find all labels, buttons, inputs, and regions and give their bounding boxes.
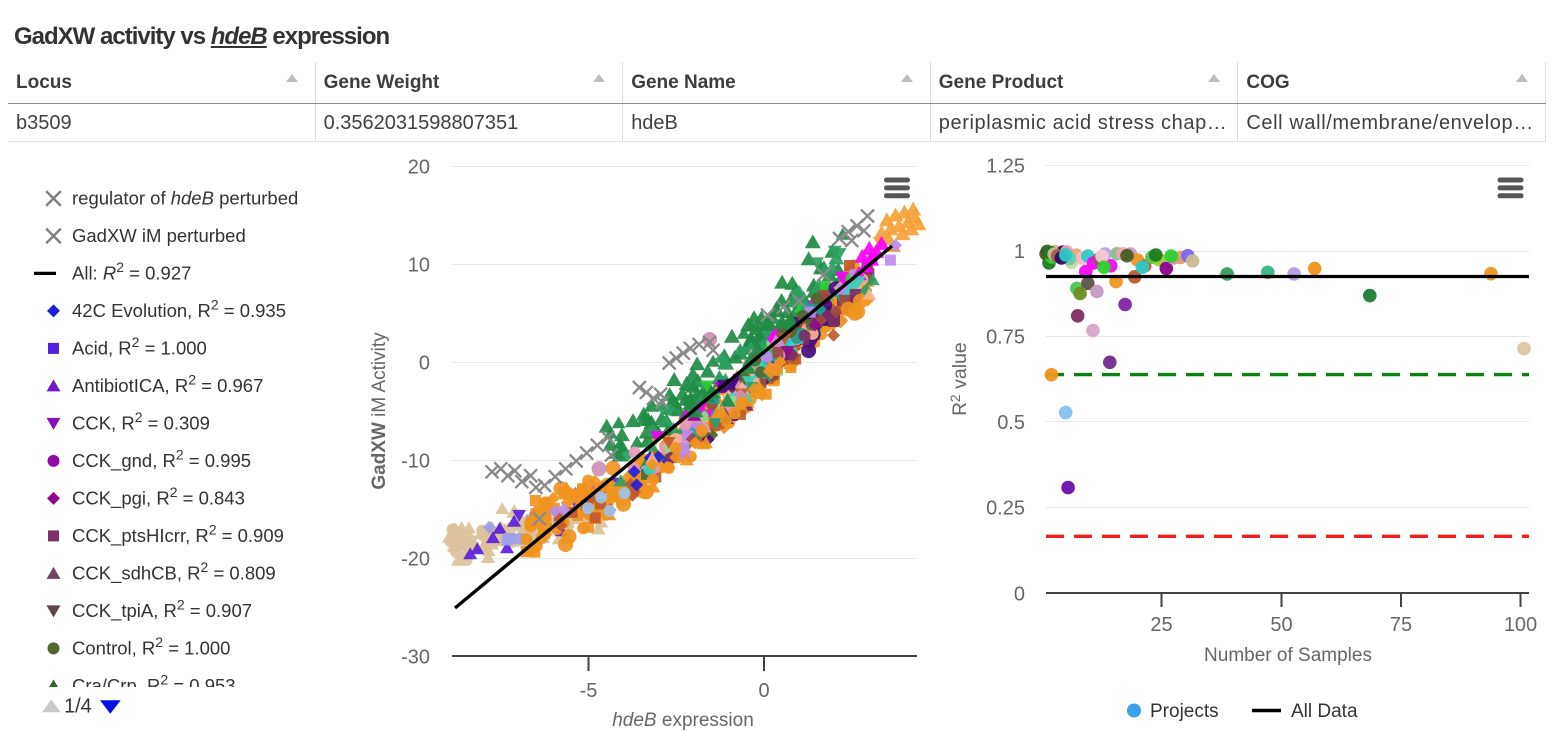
svg-text:-5: -5 [580, 680, 598, 702]
svg-text:0: 0 [758, 680, 769, 702]
svg-text:-20: -20 [401, 548, 430, 570]
svg-text:Projects: Projects [1150, 701, 1219, 722]
svg-text:R2 value: R2 value [947, 342, 971, 416]
svg-text:75: 75 [1390, 614, 1412, 636]
svg-text:regulator of hdeB perturbed: regulator of hdeB perturbed [72, 188, 298, 209]
svg-text:Control, R2 = 1.000: Control, R2 = 1.000 [72, 634, 230, 659]
svg-text:CCK_gnd, R2 = 0.995: CCK_gnd, R2 = 0.995 [72, 447, 251, 473]
svg-text:GadXW iM Activity: GadXW iM Activity [369, 332, 390, 490]
svg-text:42C Evolution, R2 = 0.935: 42C Evolution, R2 = 0.935 [72, 297, 286, 322]
svg-text:GadXW iM perturbed: GadXW iM perturbed [72, 225, 246, 246]
svg-text:CCK, R2 = 0.309: CCK, R2 = 0.309 [72, 409, 210, 434]
svg-text:CCK_pgi, R2 = 0.843: CCK_pgi, R2 = 0.843 [72, 484, 245, 510]
svg-text:hdeB expression: hdeB expression [612, 710, 754, 731]
svg-text:AntibiotICA, R2 = 0.967: AntibiotICA, R2 = 0.967 [72, 372, 263, 397]
svg-text:1/4: 1/4 [64, 696, 92, 718]
svg-text:25: 25 [1150, 614, 1172, 636]
svg-text:1.25: 1.25 [986, 156, 1025, 178]
svg-text:0.25: 0.25 [986, 498, 1025, 520]
svg-text:50: 50 [1270, 614, 1292, 636]
svg-text:0.75: 0.75 [986, 327, 1025, 349]
svg-text:0: 0 [419, 352, 430, 374]
svg-text:Acid, R2 = 1.000: Acid, R2 = 1.000 [72, 334, 207, 359]
svg-text:All Data: All Data [1291, 701, 1358, 722]
svg-text:1: 1 [1014, 241, 1025, 263]
svg-text:0: 0 [1014, 583, 1025, 605]
svg-text:CCK_ptsHIcrr, R2 = 0.909: CCK_ptsHIcrr, R2 = 0.909 [72, 522, 284, 548]
svg-text:Number of Samples: Number of Samples [1204, 645, 1372, 666]
svg-text:CCK_sdhCB, R2 = 0.809: CCK_sdhCB, R2 = 0.809 [72, 559, 276, 585]
svg-text:20: 20 [408, 156, 430, 178]
svg-text:10: 10 [408, 254, 430, 276]
svg-text:-10: -10 [401, 450, 430, 472]
svg-text:0.5: 0.5 [997, 412, 1025, 434]
svg-text:100: 100 [1504, 614, 1537, 636]
svg-text:CCK_tpiA, R2 = 0.907: CCK_tpiA, R2 = 0.907 [72, 597, 252, 623]
svg-text:-30: -30 [401, 646, 430, 668]
svg-text:All: R2 = 0.927: All: R2 = 0.927 [72, 259, 191, 284]
